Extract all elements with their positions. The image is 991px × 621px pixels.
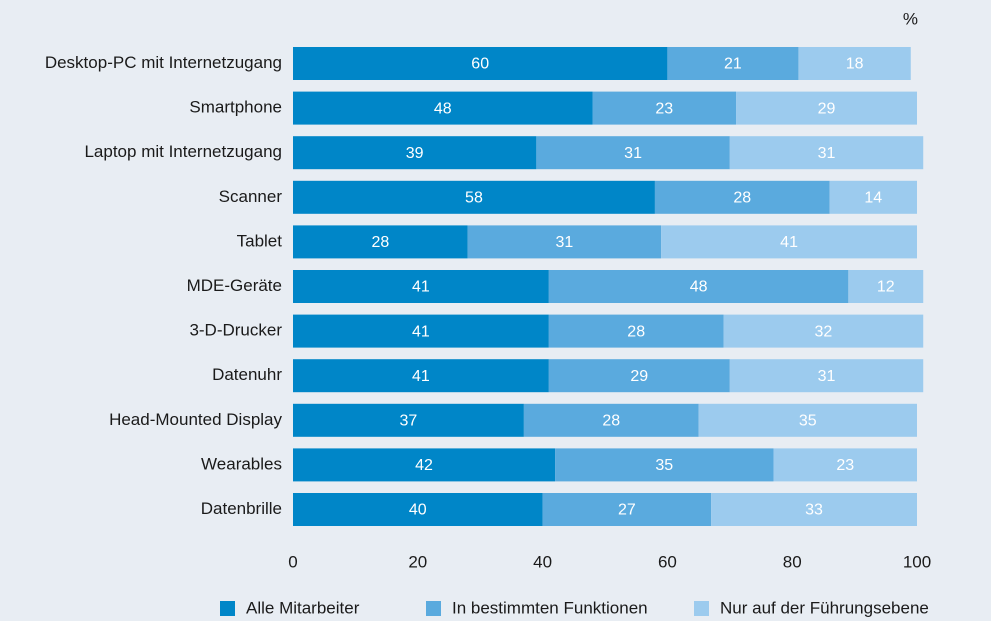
bar-segment: [798, 47, 911, 80]
legend-label: Nur auf der Führungsebene: [720, 598, 929, 617]
y-tick-label: 3-D-Drucker: [189, 321, 282, 340]
value-label: 12: [877, 279, 895, 296]
bar-segment: [523, 403, 699, 437]
bar-segment: [542, 493, 712, 526]
value-label: 32: [815, 323, 833, 340]
bar-segment: [467, 225, 662, 259]
bar-segment: [555, 448, 774, 482]
bar-segment: [729, 359, 924, 393]
y-tick-label: Smartphone: [189, 98, 282, 117]
bar-segment: [548, 359, 730, 393]
y-tick-label: Scanner: [219, 187, 283, 206]
bar-segment: [548, 314, 724, 348]
value-label: 41: [412, 368, 430, 385]
value-label: 14: [864, 190, 882, 207]
value-label: 28: [627, 323, 645, 340]
value-label: 37: [400, 413, 418, 430]
bar-segment: [293, 359, 549, 393]
bar-segment: [592, 91, 737, 125]
value-label: 29: [818, 100, 836, 117]
legend-swatch: [220, 601, 235, 616]
bar-segment: [654, 180, 830, 214]
value-label: 48: [434, 100, 452, 117]
value-label: 41: [412, 323, 430, 340]
bar-segment: [293, 225, 468, 259]
y-tick-label: Head-Mounted Display: [109, 410, 282, 429]
value-label: 33: [805, 502, 823, 519]
bar-segment: [711, 493, 917, 526]
y-tick-label: Tablet: [237, 231, 283, 250]
y-tick-label: Datenbrille: [201, 499, 282, 518]
legend-label: In bestimmten Funktionen: [452, 598, 648, 617]
x-tick-label: 80: [783, 552, 802, 571]
bar-segment: [293, 493, 543, 526]
bar-segment: [293, 180, 655, 214]
y-tick-label: Laptop mit Internetzugang: [84, 142, 282, 161]
value-label: 60: [471, 56, 489, 73]
x-tick-label: 20: [408, 552, 427, 571]
value-label: 27: [618, 502, 636, 519]
bar-segment: [548, 270, 849, 303]
bar-segment: [667, 47, 799, 80]
legend-swatch: [694, 601, 709, 616]
bar-segment: [536, 136, 730, 170]
unit-label: %: [903, 9, 918, 28]
bar-segment: [848, 270, 924, 303]
bar-segment: [661, 225, 917, 259]
value-label: 23: [836, 457, 854, 474]
value-label: 31: [818, 368, 836, 385]
bar-segment: [293, 91, 593, 125]
value-label: 28: [602, 413, 620, 430]
value-label: 28: [371, 234, 389, 251]
bar-segment: [293, 47, 668, 80]
bar-segment: [729, 136, 924, 170]
bar-segment: [293, 314, 549, 348]
y-tick-label: Datenuhr: [212, 365, 282, 384]
x-tick-label: 0: [288, 552, 297, 571]
value-label: 28: [733, 190, 751, 207]
y-tick-label: Wearables: [201, 454, 282, 473]
value-label: 31: [624, 145, 642, 162]
value-label: 23: [655, 100, 673, 117]
value-label: 35: [655, 457, 673, 474]
bar-segment: [736, 91, 917, 125]
bar-segment: [829, 180, 917, 214]
legend-swatch: [426, 601, 441, 616]
bar-segment: [698, 403, 917, 437]
x-tick-label: 40: [533, 552, 552, 571]
value-label: 40: [409, 502, 427, 519]
value-label: 31: [818, 145, 836, 162]
value-label: 35: [799, 413, 817, 430]
bar-segment: [293, 136, 537, 170]
value-label: 21: [724, 56, 742, 73]
value-label: 48: [690, 279, 708, 296]
value-label: 42: [415, 457, 433, 474]
value-label: 29: [630, 368, 648, 385]
value-label: 18: [846, 56, 864, 73]
x-tick-label: 60: [658, 552, 677, 571]
y-tick-label: Desktop-PC mit Internetzugang: [45, 53, 282, 72]
value-label: 41: [412, 279, 430, 296]
bar-segment: [773, 448, 917, 482]
bar-segment: [293, 448, 556, 482]
bar-segment: [723, 314, 924, 348]
bar-segment: [293, 270, 549, 303]
y-tick-label: MDE-Geräte: [187, 276, 282, 295]
value-label: 41: [780, 234, 798, 251]
bar-segment: [293, 403, 524, 437]
value-label: 31: [556, 234, 574, 251]
legend-label: Alle Mitarbeiter: [246, 598, 360, 617]
value-label: 39: [406, 145, 424, 162]
x-tick-label: 100: [903, 552, 931, 571]
value-label: 58: [465, 190, 483, 207]
